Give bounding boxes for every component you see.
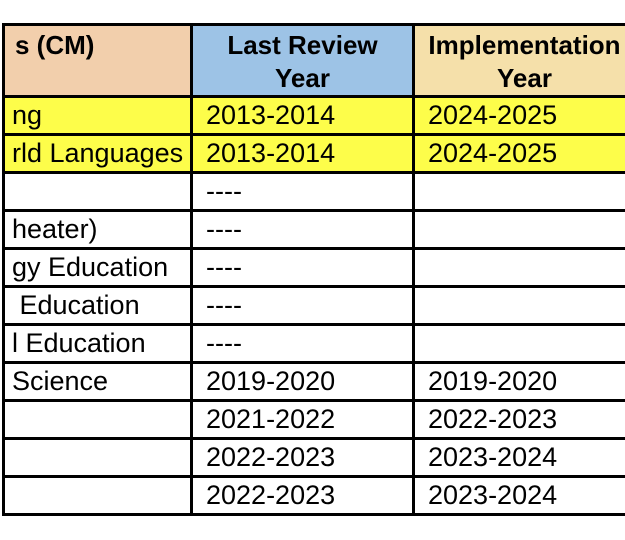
cell-area: l Education <box>5 326 190 361</box>
cell-implementation-year <box>415 288 625 323</box>
cell-last-review-year: ---- <box>193 288 412 323</box>
cell-implementation-year: 2024-2025 <box>415 136 625 171</box>
cell-last-review-year: ---- <box>193 250 412 285</box>
cell-implementation-year <box>415 212 625 247</box>
cell-last-review-year: ---- <box>193 212 412 247</box>
cell-last-review-year: ---- <box>193 174 412 209</box>
cell-implementation-year: 2023-2024 <box>415 478 625 513</box>
cell-area <box>5 174 190 209</box>
cell-area <box>5 402 190 437</box>
cell-last-review-year: 2022-2023 <box>193 440 412 475</box>
cell-area: Education <box>5 288 190 323</box>
cell-last-review-year: 2022-2023 <box>193 478 412 513</box>
column-header-area: s (CM) <box>5 26 190 95</box>
cell-last-review-year: 2013-2014 <box>193 98 412 133</box>
column-header-implementation-year: Implementation Year <box>415 26 625 95</box>
cell-area: ng <box>5 98 190 133</box>
cell-last-review-year: 2021-2022 <box>193 402 412 437</box>
cell-implementation-year <box>415 250 625 285</box>
cell-implementation-year <box>415 326 625 361</box>
cell-implementation-year <box>415 174 625 209</box>
curriculum-review-table: s (CM) Last Review Year Implementation Y… <box>2 23 625 516</box>
cell-last-review-year: 2019-2020 <box>193 364 412 399</box>
cell-area: Science <box>5 364 190 399</box>
column-header-last-review-year: Last Review Year <box>193 26 412 95</box>
cell-area: gy Education <box>5 250 190 285</box>
cell-implementation-year: 2023-2024 <box>415 440 625 475</box>
cell-implementation-year: 2024-2025 <box>415 98 625 133</box>
cell-area <box>5 478 190 513</box>
cell-implementation-year: 2019-2020 <box>415 364 625 399</box>
cell-implementation-year: 2022-2023 <box>415 402 625 437</box>
cell-area: rld Languages <box>5 136 190 171</box>
cell-area: heater) <box>5 212 190 247</box>
cell-last-review-year: ---- <box>193 326 412 361</box>
cell-area <box>5 440 190 475</box>
cell-last-review-year: 2013-2014 <box>193 136 412 171</box>
